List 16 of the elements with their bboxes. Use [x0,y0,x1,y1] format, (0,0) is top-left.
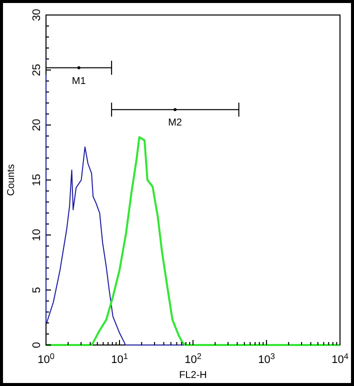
y-tick-label: 30 [31,8,43,22]
annotation: M1 [72,76,86,87]
y-tick-label: 5 [31,286,43,294]
x-tick-label: 10$^{1}$ [111,352,128,366]
y-tick-label: 10 [31,228,43,242]
x-axis-title: FL2-H [179,370,207,381]
y-axis-title: Counts [6,164,17,196]
y-tick-label: 0 [31,342,43,348]
annotation: M2 [168,118,182,129]
x-tick-label: 10$^{4}$ [332,352,349,366]
x-tick-label: 10$^{0}$ [38,352,55,366]
y-tick-label: 15 [31,174,43,186]
x-tick-label: 10$^{3}$ [258,352,276,366]
y-tick-label: 25 [31,64,43,76]
x-tick-label: 10$^{2}$ [184,352,202,366]
y-tick-label: 20 [31,118,43,132]
